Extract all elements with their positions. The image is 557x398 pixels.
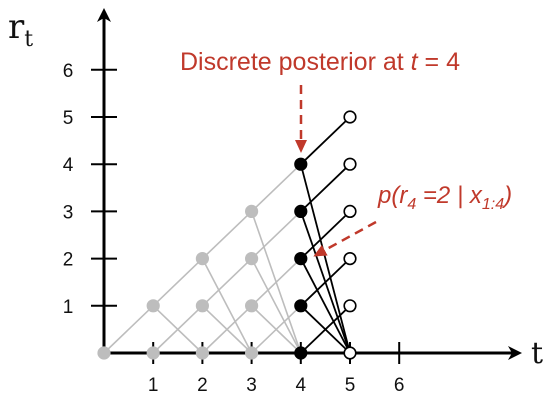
future-node: [343, 157, 357, 171]
current-node: [294, 252, 308, 266]
lattice-edge: [251, 210, 302, 260]
lattice-edge: [300, 163, 351, 213]
x-tick-label: 6: [394, 375, 405, 396]
discrete-posterior-var: t: [411, 48, 419, 76]
lattice-edge: [152, 258, 203, 307]
lattice-edge: [300, 210, 351, 260]
current-node: [294, 299, 308, 313]
future-node: [343, 252, 357, 266]
past-node: [146, 346, 160, 360]
x-tick-label: 4: [296, 375, 307, 396]
discrete-posterior-label: Discrete posterior at t = 4: [180, 48, 460, 76]
y-tick-label: 5: [63, 108, 74, 129]
prob-sub-x: 1:4: [482, 196, 504, 213]
prob-head: p(r: [377, 182, 408, 209]
probability-arrow: [313, 220, 377, 257]
current-node: [294, 157, 308, 171]
lattice-edge: [250, 211, 302, 354]
y-tick-label: 1: [63, 297, 74, 318]
x-axis-title: t: [531, 336, 543, 371]
current-node: [294, 346, 308, 360]
y-tick-label: 4: [63, 155, 74, 176]
discrete-posterior-text: Discrete posterior at: [180, 48, 411, 76]
prob-tail: ): [501, 182, 512, 209]
lattice-nodes: [97, 110, 357, 360]
past-node: [195, 252, 209, 266]
lattice-edge: [300, 305, 351, 354]
past-node: [245, 299, 259, 313]
lattice-edge: [299, 211, 351, 354]
y-tick-label: 6: [63, 61, 74, 82]
lattice-edge: [250, 258, 302, 354]
lattice-edge: [299, 163, 351, 354]
y-tick-label: 3: [63, 202, 74, 223]
lattice-edge: [201, 305, 253, 354]
y-axis-symbol: r: [8, 7, 25, 47]
lattice-edge: [152, 305, 203, 354]
lattice-edge: [300, 258, 351, 354]
lattice-edge: [103, 305, 154, 354]
lattice-edge: [201, 258, 253, 354]
current-node: [294, 204, 308, 218]
y-axis-title: rt: [8, 7, 33, 52]
past-node: [97, 346, 111, 360]
past-node: [195, 299, 209, 313]
x-tick-label: 3: [246, 375, 257, 396]
lattice-edges: [103, 116, 351, 354]
lattice-edge: [201, 210, 253, 260]
x-tick-label: 2: [197, 375, 208, 396]
future-node: [343, 299, 357, 313]
x-tick-label: 1: [148, 375, 159, 396]
probability-label: p(r4 =2 | x1:4): [377, 182, 512, 213]
future-node: [343, 346, 357, 360]
x-tick-label: 5: [345, 375, 356, 396]
discrete-posterior-tail: = 4: [418, 48, 460, 76]
past-node: [245, 252, 259, 266]
lattice-edge: [251, 305, 302, 354]
y-tick-label: 2: [63, 250, 74, 271]
prob-sub-r: 4: [407, 196, 416, 213]
past-node: [146, 299, 160, 313]
past-node: [245, 204, 259, 218]
future-node: [343, 204, 357, 218]
axis-ticks: 1 2 3 4 5 6 1 2 3 4 5 6: [63, 61, 405, 396]
future-node: [343, 110, 357, 124]
y-axis-subscript: t: [24, 27, 33, 52]
past-node: [195, 346, 209, 360]
lattice-edge: [300, 116, 351, 165]
lattice-edge: [251, 163, 302, 212]
past-node: [245, 346, 259, 360]
lattice-edge: [201, 258, 253, 307]
prob-mid: =2 | x: [416, 182, 483, 209]
